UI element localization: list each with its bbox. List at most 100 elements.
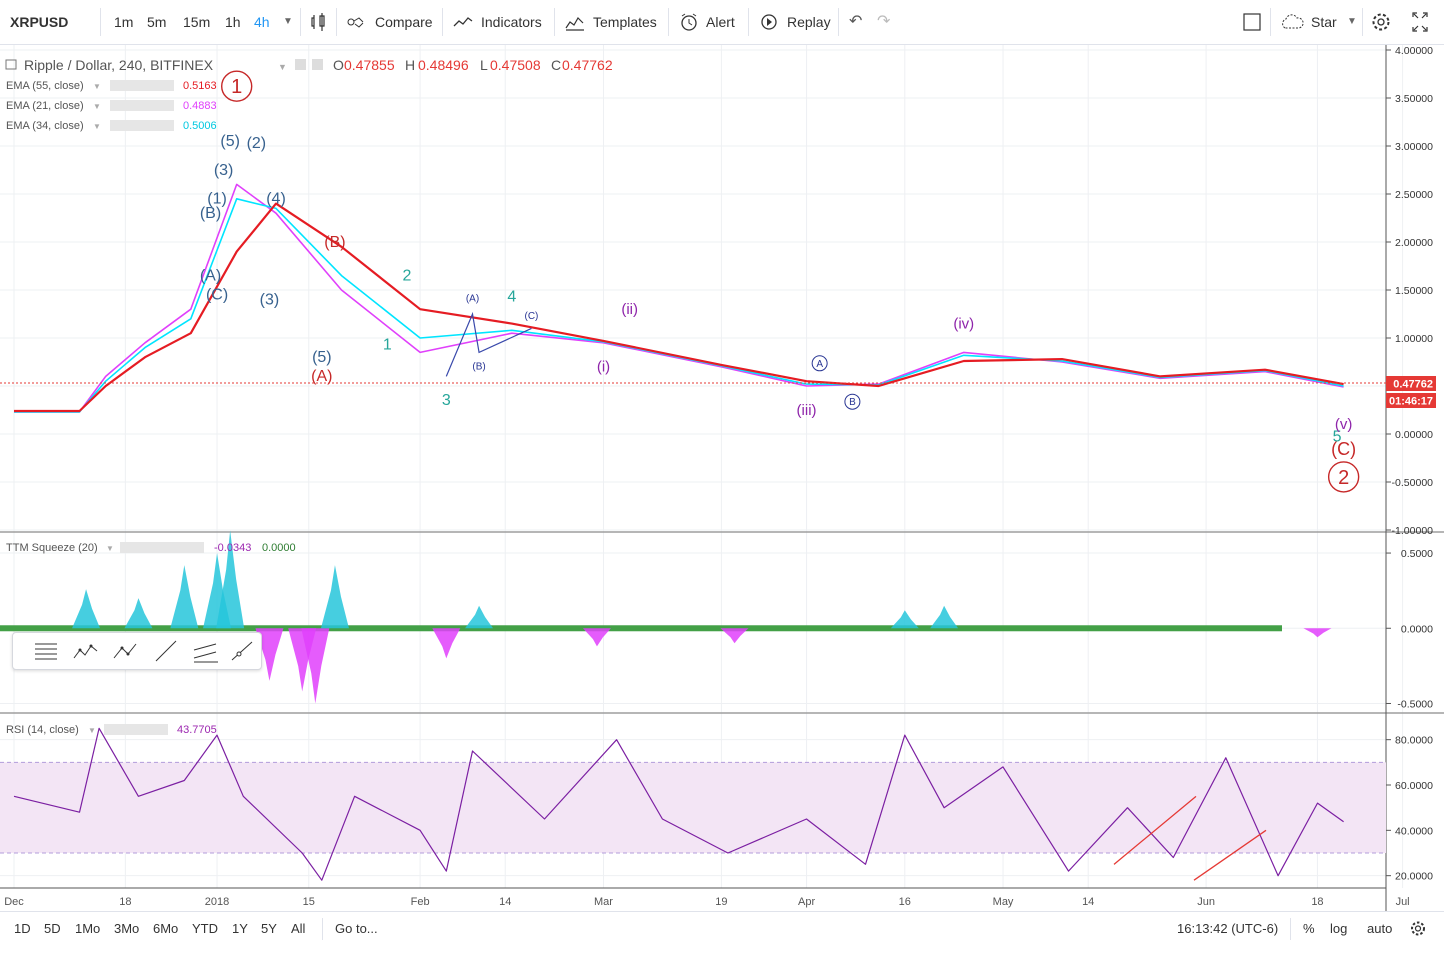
range-3mo[interactable]: 3Mo — [114, 921, 140, 936]
y-tick-label: -1.00000 — [1392, 525, 1434, 537]
divider — [300, 8, 301, 36]
y-tick-label: 1.50000 — [1395, 285, 1433, 297]
chart-area[interactable]: 4.00000 3.50000 3.00000 2.50000 2.00000 1.500… — [0, 45, 1444, 911]
wave-label: (B) — [472, 362, 485, 373]
wave-label: (3) — [214, 162, 234, 179]
divider — [554, 8, 555, 36]
wave-circle — [811, 355, 828, 372]
rsi-label[interactable]: RSI (14, close) — [6, 724, 79, 736]
divider — [1362, 8, 1363, 36]
close-value: 0.47762 — [562, 57, 613, 73]
interval-dropdown-icon[interactable]: ▼ — [283, 16, 293, 27]
chevron-down-icon[interactable]: ▼ — [88, 726, 96, 735]
main-legend: Ripple / Dollar, 240, BITFINEX ▼ O 0.478… — [5, 57, 613, 73]
interval-5m[interactable]: 5m — [147, 14, 167, 30]
elliott-correction-icon[interactable] — [111, 636, 141, 666]
bar-style-icon[interactable] — [310, 0, 328, 44]
chevron-down-icon[interactable]: ▼ — [93, 82, 101, 91]
range-all[interactable]: All — [291, 921, 306, 936]
wave-annotations[interactable]: 12(5) (2)(3)(B)(1)(A)(C)(4)(3)(5)(A)(B)12… — [200, 70, 1360, 493]
templates-button[interactable]: Templates — [593, 14, 657, 30]
rsi-trendline — [1193, 829, 1267, 881]
chevron-down-icon[interactable]: ▼ — [278, 62, 287, 72]
percent-toggle[interactable]: % — [1303, 921, 1315, 936]
cloud-icon[interactable] — [1279, 0, 1305, 44]
indicators-button[interactable]: Indicators — [481, 14, 542, 30]
chevron-down-icon[interactable]: ▼ — [93, 122, 101, 131]
wave-label: (iii) — [797, 402, 817, 419]
settings-icon[interactable] — [312, 59, 323, 70]
ttm-legend: TTM Squeeze (20) ▼ -0.0343 0.0000 — [6, 542, 296, 554]
wave-label: (C) — [1331, 439, 1356, 459]
divider — [1290, 918, 1291, 940]
indicators-icon[interactable] — [452, 0, 474, 44]
fib-retracement-icon[interactable] — [31, 636, 61, 666]
auto-toggle[interactable]: auto — [1367, 921, 1393, 936]
range-1y[interactable]: 1Y — [232, 921, 248, 936]
settings-gear-icon[interactable] — [1370, 0, 1392, 44]
parallel-channel-icon[interactable] — [191, 636, 221, 666]
trend-line-icon[interactable] — [151, 636, 181, 666]
indicator-controls[interactable] — [120, 542, 204, 553]
ema55-label[interactable]: EMA (55, close) — [6, 80, 84, 92]
replay-button[interactable]: Replay — [787, 14, 831, 30]
price-axis[interactable]: 4.00000 3.50000 3.00000 2.50000 2.00000 1.500… — [1386, 45, 1433, 883]
indicator-controls[interactable] — [110, 100, 174, 111]
indicator-controls[interactable] — [110, 120, 174, 131]
ema21-label[interactable]: EMA (21, close) — [6, 100, 84, 112]
compare-icon[interactable] — [346, 0, 368, 44]
interval-4h[interactable]: 4h — [254, 14, 270, 30]
ttm-value-2: 0.0000 — [262, 542, 296, 554]
symbol-search[interactable]: XRPUSD — [10, 14, 69, 30]
wave-label: (B) — [200, 205, 221, 222]
compare-button[interactable]: Compare — [375, 14, 433, 30]
collapse-icon[interactable] — [5, 59, 17, 70]
redo-icon[interactable]: ↷ — [877, 13, 891, 30]
alert-button[interactable]: Alert — [706, 14, 735, 30]
ray-icon[interactable] — [227, 636, 257, 666]
x-tick-label: Apr — [798, 896, 815, 908]
indicator-controls[interactable] — [110, 80, 174, 91]
x-tick-label: 16 — [899, 896, 911, 908]
layout-star-button[interactable]: Star — [1311, 14, 1337, 30]
y-tick-label: 40.0000 — [1395, 825, 1433, 837]
elliott-impulse-icon[interactable] — [71, 636, 101, 666]
templates-icon[interactable] — [564, 0, 586, 44]
range-1mo[interactable]: 1Mo — [75, 921, 101, 936]
range-ytd[interactable]: YTD — [192, 921, 218, 936]
alarm-clock-icon[interactable] — [678, 0, 700, 44]
range-5y[interactable]: 5Y — [261, 921, 277, 936]
bottom-toolbar: 1D 5D 1Mo 3Mo 6Mo YTD 1Y 5Y All Go to...… — [0, 911, 1444, 947]
range-6mo[interactable]: 6Mo — [153, 921, 179, 936]
y-tick-label: 0.00000 — [1395, 429, 1433, 441]
rsi-line — [13, 727, 1344, 881]
range-5d[interactable]: 5D — [44, 921, 61, 936]
chevron-down-icon[interactable]: ▼ — [93, 102, 101, 111]
interval-1h[interactable]: 1h — [225, 14, 241, 30]
interval-1m[interactable]: 1m — [114, 14, 134, 30]
eye-icon[interactable] — [295, 59, 306, 70]
ttm-label[interactable]: TTM Squeeze (20) — [6, 542, 98, 554]
goto-button[interactable]: Go to... — [335, 921, 378, 936]
undo-icon[interactable]: ↶ — [849, 13, 863, 30]
y-tick-label: 2.50000 — [1395, 189, 1433, 201]
chevron-down-icon[interactable]: ▼ — [106, 544, 114, 553]
replay-icon[interactable] — [758, 0, 780, 44]
wave-label: (C) — [206, 287, 228, 304]
indicator-controls[interactable] — [104, 724, 168, 735]
fullscreen-icon[interactable] — [1410, 0, 1430, 44]
log-toggle[interactable]: log — [1330, 921, 1348, 936]
x-tick-label: 18 — [1311, 896, 1323, 908]
settings-gear-icon[interactable] — [1410, 912, 1426, 945]
range-1d[interactable]: 1D — [14, 921, 31, 936]
time-axis[interactable]: Dec 18 2018 15 Feb 14 Mar 19 Apr 16 May 14 Jun 18 Jul — [4, 896, 1409, 908]
ema34-label[interactable]: EMA (34, close) — [6, 120, 84, 132]
chevron-down-icon[interactable]: ▼ — [1347, 16, 1357, 27]
clock-timezone[interactable]: 16:13:42 (UTC-6) — [1177, 921, 1279, 936]
wave-circle — [1327, 461, 1360, 493]
fullscreen-box-icon[interactable] — [1242, 0, 1262, 44]
x-tick-label: Jul — [1396, 896, 1410, 908]
divider — [838, 8, 839, 36]
x-tick-label: Feb — [411, 896, 430, 908]
interval-15m[interactable]: 15m — [183, 14, 211, 30]
